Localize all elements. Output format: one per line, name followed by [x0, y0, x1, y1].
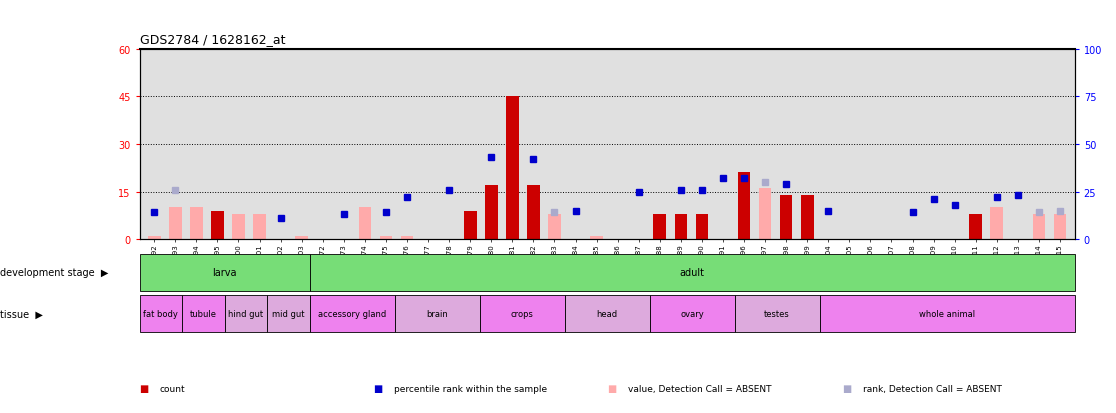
Bar	[464, 211, 477, 240]
Text: accessory gland: accessory gland	[318, 309, 386, 318]
Bar	[140, 295, 182, 332]
Bar	[190, 208, 203, 240]
Bar	[991, 208, 1003, 240]
Bar	[674, 214, 687, 240]
Bar	[780, 195, 792, 240]
Bar	[548, 214, 560, 240]
Bar	[309, 295, 395, 332]
Bar	[819, 295, 1075, 332]
Bar	[759, 189, 771, 240]
Text: value, Detection Call = ABSENT: value, Detection Call = ABSENT	[628, 384, 772, 393]
Bar	[1054, 214, 1066, 240]
Bar	[182, 295, 224, 332]
Bar	[401, 236, 413, 240]
Text: count: count	[160, 384, 185, 393]
Bar	[379, 236, 392, 240]
Bar	[970, 214, 982, 240]
Bar	[695, 214, 709, 240]
Text: tissue  ▶: tissue ▶	[0, 309, 42, 319]
Text: adult: adult	[680, 268, 704, 278]
Bar	[565, 295, 650, 332]
Bar	[140, 254, 309, 291]
Bar	[734, 295, 819, 332]
Bar	[506, 97, 519, 240]
Bar	[224, 295, 267, 332]
Text: ■: ■	[374, 383, 386, 393]
Bar	[296, 236, 308, 240]
Bar	[485, 186, 498, 240]
Text: hind gut: hind gut	[228, 309, 263, 318]
Bar	[801, 195, 814, 240]
Bar	[253, 214, 266, 240]
Bar	[169, 208, 182, 240]
Bar	[358, 208, 372, 240]
Text: ■: ■	[843, 383, 855, 393]
Text: ovary: ovary	[681, 309, 704, 318]
Bar	[654, 214, 666, 240]
Text: mid gut: mid gut	[272, 309, 305, 318]
Bar	[267, 295, 309, 332]
Text: rank, Detection Call = ABSENT: rank, Detection Call = ABSENT	[863, 384, 1001, 393]
Text: percentile rank within the sample: percentile rank within the sample	[394, 384, 547, 393]
Text: tubule: tubule	[190, 309, 217, 318]
Text: development stage  ▶: development stage ▶	[0, 268, 108, 278]
Text: testes: testes	[764, 309, 790, 318]
Bar	[211, 211, 223, 240]
Bar	[1032, 214, 1046, 240]
Bar	[148, 236, 161, 240]
Text: ■: ■	[608, 383, 620, 393]
Bar	[527, 186, 540, 240]
Text: ■: ■	[140, 383, 152, 393]
Bar	[232, 214, 244, 240]
Text: larva: larva	[212, 268, 237, 278]
Text: whole animal: whole animal	[920, 309, 975, 318]
Text: crops: crops	[511, 309, 533, 318]
Bar	[309, 254, 1075, 291]
Bar	[650, 295, 734, 332]
Bar	[395, 295, 480, 332]
Bar	[590, 236, 603, 240]
Text: fat body: fat body	[143, 309, 179, 318]
Text: brain: brain	[426, 309, 448, 318]
Text: head: head	[597, 309, 617, 318]
Bar	[738, 173, 750, 240]
Text: GDS2784 / 1628162_at: GDS2784 / 1628162_at	[140, 33, 285, 45]
Bar	[480, 295, 565, 332]
